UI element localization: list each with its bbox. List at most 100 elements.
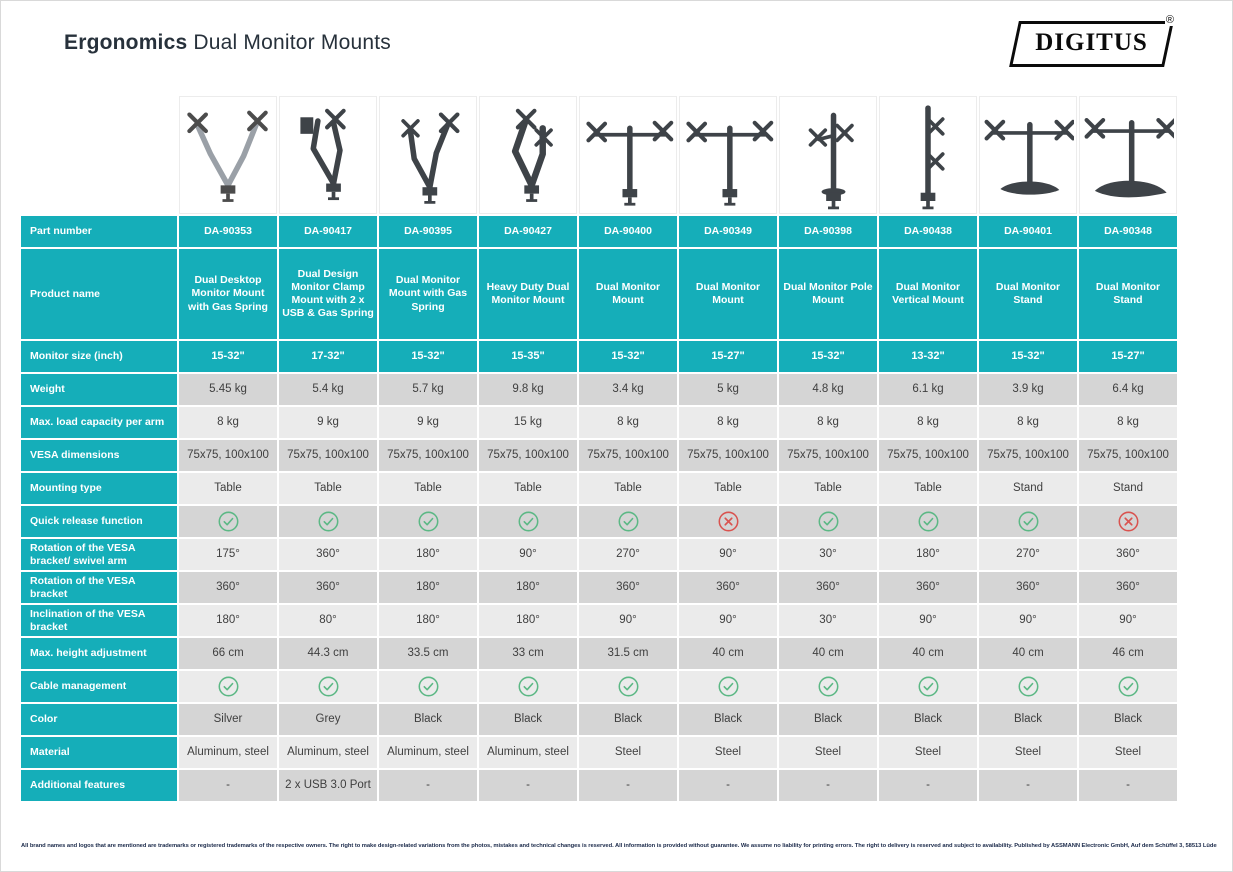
material-cell: Aluminum, steel — [279, 737, 377, 768]
row-label-material: Material — [21, 737, 177, 768]
part_number-cell: DA-90348 — [1079, 216, 1177, 247]
quick_release-cell — [379, 506, 477, 537]
product_name-cell: Dual Monitor Mount — [679, 249, 777, 339]
rotation_bracket-cell: 180° — [479, 572, 577, 603]
quick_release-cell — [1079, 506, 1177, 537]
vesa-cell: 75x75, 100x100 — [979, 440, 1077, 471]
material-cell: Aluminum, steel — [379, 737, 477, 768]
mounting-cell: Table — [779, 473, 877, 504]
cable-cell — [679, 671, 777, 702]
quick_release-cell — [579, 506, 677, 537]
max_load-cell: 8 kg — [879, 407, 977, 438]
check-circle-icon — [1118, 676, 1138, 697]
mounting-cell: Table — [579, 473, 677, 504]
max_height-cell: 40 cm — [979, 638, 1077, 669]
check-circle-icon — [418, 676, 438, 697]
monitor_size-cell: 15-32" — [379, 341, 477, 372]
vesa-cell: 75x75, 100x100 — [1079, 440, 1177, 471]
additional-cell: - — [879, 770, 977, 801]
monitor-mount-illustration — [511, 108, 553, 202]
part_number-cell: DA-90438 — [879, 216, 977, 247]
quick_release-cell — [879, 506, 977, 537]
material-cell: Steel — [579, 737, 677, 768]
material-cell: Aluminum, steel — [179, 737, 277, 768]
additional-cell: - — [479, 770, 577, 801]
page-title-category: Ergonomics — [64, 31, 188, 54]
additional-cell: 2 x USB 3.0 Port — [279, 770, 377, 801]
weight-cell: 5.45 kg — [179, 374, 277, 405]
inclination-cell: 80° — [279, 605, 377, 636]
weight-cell: 5.4 kg — [279, 374, 377, 405]
material-cell: Aluminum, steel — [479, 737, 577, 768]
rotation_bracket-cell: 360° — [879, 572, 977, 603]
row-label-weight: Weight — [21, 374, 177, 405]
additional-cell: - — [979, 770, 1077, 801]
part_number-cell: DA-90353 — [179, 216, 277, 247]
inclination-cell: 180° — [479, 605, 577, 636]
color-cell: Black — [679, 704, 777, 735]
inclination-cell: 180° — [179, 605, 277, 636]
weight-cell: 6.1 kg — [879, 374, 977, 405]
check-circle-icon — [918, 676, 938, 697]
check-circle-icon — [618, 511, 638, 532]
legal-footer: All brand names and logos that are menti… — [21, 843, 1217, 849]
weight-cell: 6.4 kg — [1079, 374, 1177, 405]
part_number-cell: DA-90417 — [279, 216, 377, 247]
material-cell: Steel — [679, 737, 777, 768]
monitor-mount-illustration — [808, 112, 854, 210]
mounting-cell: Table — [179, 473, 277, 504]
check-circle-icon — [618, 676, 638, 697]
rotation_swivel-cell: 360° — [1079, 539, 1177, 570]
color-cell: Black — [579, 704, 677, 735]
registered-trademark-icon: ® — [1164, 14, 1175, 26]
part_number-cell: DA-90401 — [979, 216, 1077, 247]
table-corner-spacer — [21, 96, 177, 214]
monitor_size-cell: 17-32" — [279, 341, 377, 372]
additional-cell: - — [1079, 770, 1177, 801]
max_height-cell: 33 cm — [479, 638, 577, 669]
cable-cell — [379, 671, 477, 702]
mounting-cell: Stand — [979, 473, 1077, 504]
monitor-mount-illustration — [984, 119, 1074, 195]
rotation_bracket-cell: 360° — [579, 572, 677, 603]
cable-cell — [279, 671, 377, 702]
color-cell: Grey — [279, 704, 377, 735]
row-label-max_height: Max. height adjustment — [21, 638, 177, 669]
rotation_bracket-cell: 360° — [979, 572, 1077, 603]
color-cell: Black — [779, 704, 877, 735]
max_height-cell: 31.5 cm — [579, 638, 677, 669]
cable-cell — [479, 671, 577, 702]
part_number-cell: DA-90427 — [479, 216, 577, 247]
monitor_size-cell: 13-32" — [879, 341, 977, 372]
mounting-cell: Table — [379, 473, 477, 504]
quick_release-cell — [179, 506, 277, 537]
product_name-cell: Dual Monitor Stand — [1079, 249, 1177, 339]
max_height-cell: 44.3 cm — [279, 638, 377, 669]
check-circle-icon — [518, 511, 538, 532]
max_height-cell: 33.5 cm — [379, 638, 477, 669]
weight-cell: 9.8 kg — [479, 374, 577, 405]
weight-cell: 5.7 kg — [379, 374, 477, 405]
weight-cell: 4.8 kg — [779, 374, 877, 405]
additional-cell: - — [779, 770, 877, 801]
product-image-da-90353 — [179, 96, 277, 214]
product-image-da-90398 — [779, 96, 877, 214]
check-circle-icon — [318, 676, 338, 697]
digitus-logo: DIGITUS ® — [1009, 14, 1175, 67]
inclination-cell: 90° — [1079, 605, 1177, 636]
cable-cell — [979, 671, 1077, 702]
row-label-rotation_bracket: Rotation of the VESA bracket — [21, 572, 177, 603]
product-image-da-90400 — [579, 96, 677, 214]
product-image-da-90427 — [479, 96, 577, 214]
row-label-additional: Additional features — [21, 770, 177, 801]
mounting-cell: Stand — [1079, 473, 1177, 504]
product_name-cell: Dual Monitor Stand — [979, 249, 1077, 339]
rotation_bracket-cell: 360° — [779, 572, 877, 603]
row-label-vesa: VESA dimensions — [21, 440, 177, 471]
vesa-cell: 75x75, 100x100 — [879, 440, 977, 471]
row-label-inclination: Inclination of the VESA bracket — [21, 605, 177, 636]
cable-cell — [1079, 671, 1177, 702]
product-image-da-90401 — [979, 96, 1077, 214]
rotation_bracket-cell: 360° — [179, 572, 277, 603]
weight-cell: 3.4 kg — [579, 374, 677, 405]
